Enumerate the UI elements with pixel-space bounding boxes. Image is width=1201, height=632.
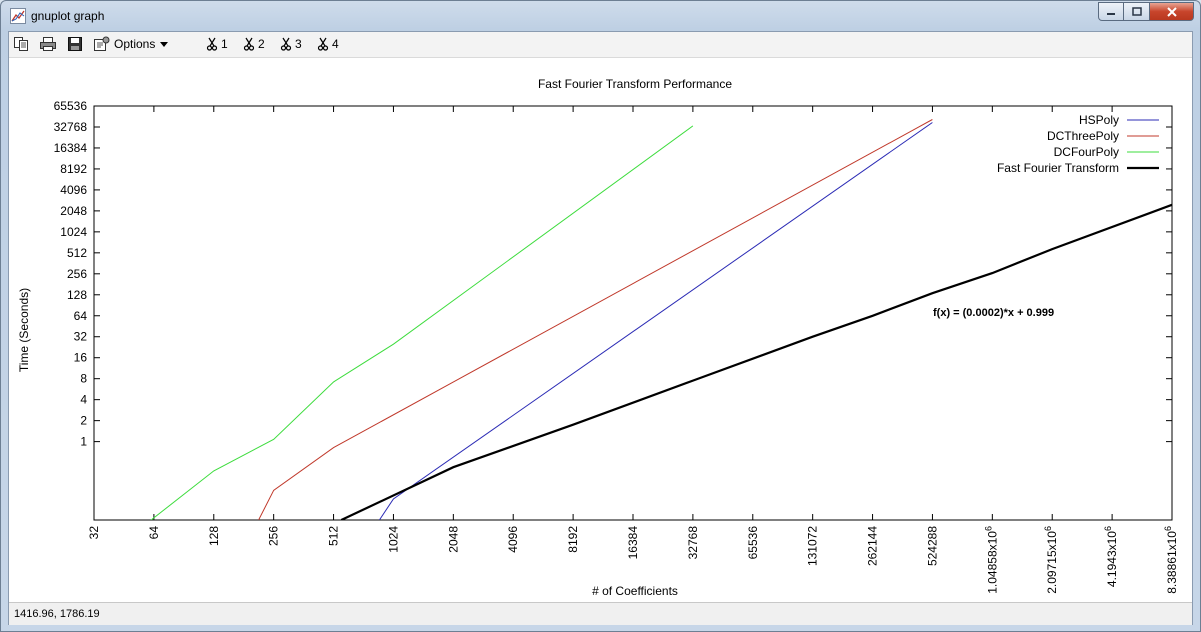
x-tick-label: 8192	[566, 526, 580, 553]
legend-label-1: HSPoly	[1079, 113, 1119, 127]
toggle-plot-2-button[interactable]: 2	[243, 35, 265, 53]
x-tick-label: 2.09715x106	[1043, 526, 1059, 594]
y-tick-label: 1024	[60, 225, 87, 239]
print-icon	[40, 37, 56, 51]
cursor-coordinates: 1416.96, 1786.19	[14, 608, 100, 620]
x-tick-label: 64	[147, 526, 161, 540]
y-tick-label: 65536	[54, 99, 88, 113]
y-tick-label: 2	[80, 414, 87, 428]
y-tick-label: 4096	[60, 183, 87, 197]
maximize-button[interactable]	[1124, 2, 1150, 21]
x-tick-label: 4096	[506, 526, 520, 553]
fft-performance-chart: Fast Fourier Transform Performance 12481…	[17, 77, 1179, 598]
scissors-icon	[280, 37, 292, 51]
y-tick-label: 16384	[54, 141, 88, 155]
toggle-plot-1-button[interactable]: 1	[206, 35, 228, 53]
legend-label-3: DCFourPoly	[1054, 145, 1119, 159]
toolbar: Options 1 2 3 4	[9, 32, 1192, 58]
y-tick-label: 16	[74, 351, 88, 365]
toggle-plot-3-button[interactable]: 3	[280, 35, 302, 53]
y-tick-label: 8192	[60, 162, 87, 176]
scissors-icon	[206, 37, 218, 51]
gnuplot-graph-icon	[10, 8, 26, 24]
x-axis: 32 64 128 256 512 1024 2048 4096 8192 16384 32768 6…	[87, 106, 1179, 594]
graph-window-content: Options 1 2 3 4 Fast Fourier Tran	[8, 31, 1193, 625]
scissors-icon	[317, 37, 329, 51]
print-button[interactable]	[39, 35, 57, 53]
x-tick-label: 4.1943x106	[1103, 526, 1119, 587]
legend: HSPoly DCThreePoly DCFourPoly Fast Fourier …	[997, 113, 1159, 175]
x-tick-label: 16384	[626, 526, 640, 560]
toggle-plot-3-label: 3	[295, 37, 302, 51]
window-title: gnuplot graph	[31, 9, 105, 23]
options-button[interactable]: Options	[93, 35, 169, 53]
x-tick-label: 256	[267, 526, 281, 546]
toggle-plot-1-label: 1	[221, 37, 228, 51]
y-tick-label: 256	[67, 267, 87, 281]
series-lines	[150, 119, 1172, 520]
y-tick-label: 128	[67, 288, 87, 302]
options-label: Options	[114, 37, 156, 51]
legend-label-2: DCThreePoly	[1047, 129, 1119, 143]
close-icon	[1166, 6, 1177, 17]
x-tick-label: 512	[327, 526, 341, 546]
x-tick-label: 65536	[746, 526, 760, 560]
y-tick-label: 64	[74, 309, 88, 323]
y-tick-label: 4	[80, 393, 87, 407]
chevron-down-icon	[160, 41, 169, 47]
scissors-icon	[243, 37, 255, 51]
copy-button[interactable]	[13, 35, 29, 53]
x-tick-label: 2048	[446, 526, 460, 553]
y-axis: 1 2 4 8 16 32 64 128 256 512 1024 2048 4096 8192 16384…	[54, 99, 1172, 449]
series-line-2	[258, 119, 933, 520]
x-tick-label: 131072	[806, 526, 820, 566]
y-tick-label: 1	[80, 435, 87, 449]
x-tick-label: 128	[207, 526, 221, 546]
y-tick-label: 32	[74, 330, 88, 344]
series-line-1	[378, 122, 933, 520]
y-tick-label: 32768	[54, 120, 88, 134]
toggle-plot-2-label: 2	[258, 37, 265, 51]
x-tick-label: 1024	[386, 526, 400, 553]
toggle-plot-4-label: 4	[332, 37, 339, 51]
maximize-icon	[1131, 7, 1142, 16]
x-axis-label: # of Coefficients	[592, 584, 678, 598]
fit-annotation: f(x) = (0.0002)*x + 0.999	[933, 307, 1054, 319]
save-icon	[68, 37, 82, 51]
x-tick-label: 8.38861x106	[1163, 526, 1179, 594]
x-tick-label: 32768	[686, 526, 700, 560]
copy-icon	[14, 37, 28, 51]
status-bar: 1416.96, 1786.19	[9, 602, 1192, 625]
y-tick-label: 8	[80, 372, 87, 386]
minimize-icon	[1107, 12, 1115, 15]
y-tick-label: 512	[67, 246, 87, 260]
close-button[interactable]	[1150, 2, 1194, 21]
minimize-button[interactable]	[1098, 2, 1124, 21]
title-bar[interactable]: gnuplot graph	[1, 1, 1200, 31]
x-tick-label: 32	[87, 526, 101, 540]
series-line-3	[150, 125, 694, 520]
x-tick-label: 262144	[866, 526, 880, 566]
x-tick-label: 1.04858x106	[983, 526, 999, 594]
chart-title: Fast Fourier Transform Performance	[538, 77, 732, 91]
options-icon	[94, 36, 110, 51]
series-line-4	[340, 203, 1172, 520]
legend-label-4: Fast Fourier Transform	[997, 161, 1119, 175]
y-axis-label: Time (Seconds)	[17, 288, 31, 372]
y-tick-label: 2048	[60, 204, 87, 218]
window-controls	[1098, 2, 1194, 22]
x-tick-label: 524288	[925, 526, 939, 566]
save-button[interactable]	[67, 35, 83, 53]
toggle-plot-4-button[interactable]: 4	[317, 35, 339, 53]
